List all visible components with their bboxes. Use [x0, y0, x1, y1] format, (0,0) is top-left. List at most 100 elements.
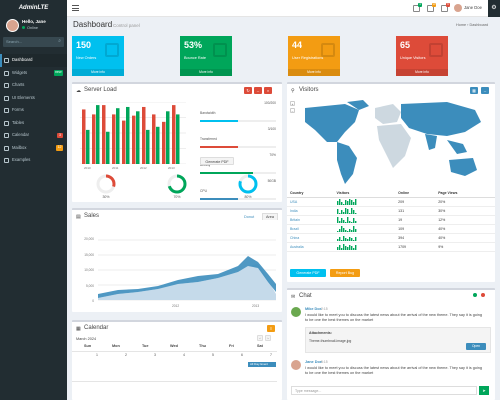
column-header: Page Views: [435, 189, 495, 198]
world-map[interactable]: [297, 98, 492, 188]
sidebar-item-calendar[interactable]: Calendar 3: [0, 129, 67, 142]
messages-icon[interactable]: [413, 5, 420, 12]
y-tick-label: 15,000: [84, 252, 94, 257]
progress-label: CPU: [200, 189, 207, 193]
chat-sender[interactable]: Jane Doe: [305, 360, 322, 364]
bar: [92, 114, 96, 164]
more-info-link[interactable]: More info: [396, 69, 448, 76]
y-tick-label: 0: [92, 299, 94, 303]
day-number[interactable]: 6: [241, 353, 243, 357]
sparkline-cell: [333, 233, 396, 243]
country-cell[interactable]: India: [287, 206, 334, 216]
app-logo[interactable]: AdminLTE: [0, 0, 67, 17]
country-cell[interactable]: USA: [287, 197, 334, 207]
sidebar-item-tables[interactable]: Tables: [0, 117, 67, 130]
sparkline: [336, 216, 357, 224]
avatar: [291, 307, 301, 317]
gear-icon[interactable]: ⚙: [488, 0, 500, 17]
sidebar-item-examples[interactable]: Examples: [0, 154, 67, 167]
table-icon: [4, 120, 9, 126]
more-info-link[interactable]: More info: [180, 69, 232, 76]
country-cell[interactable]: Britain: [287, 215, 334, 225]
more-info-link[interactable]: More info: [288, 69, 340, 76]
widgets-icon: [4, 70, 9, 76]
country-cell[interactable]: China: [287, 233, 334, 243]
day-number[interactable]: 7: [270, 353, 272, 357]
sparkline-cell: [333, 206, 396, 216]
breadcrumb[interactable]: Home › Dashboard: [456, 23, 489, 27]
generate-pdf-button[interactable]: Generate PDF: [200, 157, 234, 165]
sidebar-item-forms[interactable]: Forms: [0, 104, 67, 117]
sidebar-item-label: Tables: [12, 119, 25, 125]
x-tick-label: 2010: [84, 166, 91, 170]
report-bug-button[interactable]: Report Bug: [330, 269, 360, 277]
chat-sender[interactable]: Mike Doe: [305, 307, 322, 311]
sidebar-toggle-icon[interactable]: [72, 5, 79, 11]
prev-month-icon[interactable]: ‹: [257, 335, 263, 341]
bar: [172, 105, 176, 164]
calendar-event[interactable]: All Day Event: [248, 362, 276, 367]
open-attachment-button[interactable]: Open: [466, 343, 486, 350]
envelope-icon: [4, 145, 9, 151]
map-marker-icon: ⚲: [291, 88, 295, 94]
top-navbar: [67, 0, 500, 17]
country-cell[interactable]: Brazil: [287, 224, 334, 234]
notifications-icon[interactable]: [427, 5, 434, 12]
top-user-avatar[interactable]: [454, 4, 462, 12]
sales-y-axis: 20,000 15,000 10,000 5,000 0: [74, 232, 94, 310]
table-row: Britain 19 12%: [287, 215, 495, 225]
top-user-name[interactable]: Jane Doe: [464, 5, 482, 10]
zoom-in-button[interactable]: +: [290, 101, 295, 106]
day-number[interactable]: 2: [125, 353, 127, 357]
day-number[interactable]: 3: [154, 353, 156, 357]
search-icon[interactable]: ⌕: [58, 38, 61, 44]
refresh-icon[interactable]: ↻: [244, 87, 252, 94]
chat-input[interactable]: Type message...: [291, 386, 477, 395]
user-avatar[interactable]: [6, 19, 19, 32]
x-tick-label: 2012: [140, 166, 147, 170]
tasks-badge: 9: [446, 3, 450, 7]
tasks-icon[interactable]: [441, 5, 448, 12]
bar: [162, 121, 166, 164]
bar: [136, 111, 140, 164]
day-number[interactable]: 5: [212, 353, 214, 357]
tab-donut[interactable]: Donut: [244, 215, 255, 219]
sidebar-item-widgets[interactable]: Widgets new: [0, 67, 67, 80]
messages-badge: 4: [418, 3, 422, 7]
next-month-icon[interactable]: ›: [265, 335, 271, 341]
calendar-badge: 3: [57, 132, 63, 138]
column-header: Country: [287, 189, 334, 198]
chat-panel: ✉ Chat Mike Doe 2:15 I would like to mee…: [287, 288, 495, 400]
send-icon[interactable]: ➤: [479, 386, 489, 395]
day-number[interactable]: 4: [183, 353, 185, 357]
collapse-icon[interactable]: –: [254, 87, 262, 94]
progress-fill: [200, 146, 238, 148]
sidebar-search[interactable]: Search... ⌕: [3, 37, 64, 47]
calendar-menu-icon[interactable]: ≡: [267, 325, 275, 332]
tab-area[interactable]: Area: [262, 213, 279, 220]
sidebar-item-ui-elements[interactable]: UI Elements: [0, 92, 67, 105]
weekday-header: Sun: [84, 344, 92, 348]
more-info-link[interactable]: More info: [72, 69, 124, 76]
zoom-out-button[interactable]: –: [290, 108, 295, 113]
weekday-header: Wed: [170, 344, 178, 348]
collapse-icon[interactable]: –: [481, 87, 489, 94]
stat-value: 65: [400, 40, 411, 50]
x-tick-label: 2012: [172, 304, 180, 308]
country-cell[interactable]: Australia: [287, 242, 334, 252]
sidebar-item-charts[interactable]: Charts: [0, 79, 67, 92]
column-header: Online: [395, 189, 436, 198]
attachment-file[interactable]: Theme-thumbnail-image.jpg: [309, 339, 352, 343]
chat-text: I would like to meet you to discuss the …: [305, 366, 483, 375]
date-range-icon[interactable]: ▦: [470, 87, 478, 94]
sparkline: [336, 225, 357, 233]
sidebar-item-dashboard[interactable]: Dashboard: [0, 54, 67, 67]
sidebar-menu: Dashboard Widgets new Charts UI Elements …: [0, 54, 67, 167]
generate-pdf-button[interactable]: Generate PDF: [290, 269, 326, 277]
close-icon[interactable]: ×: [264, 87, 272, 94]
day-number[interactable]: 1: [96, 353, 98, 357]
sidebar-item-mailbox[interactable]: Mailbox 12: [0, 142, 67, 155]
progress-value: 50GB: [267, 179, 276, 183]
search-input[interactable]: Search...: [6, 39, 23, 44]
donut-label: 80%: [244, 195, 251, 199]
